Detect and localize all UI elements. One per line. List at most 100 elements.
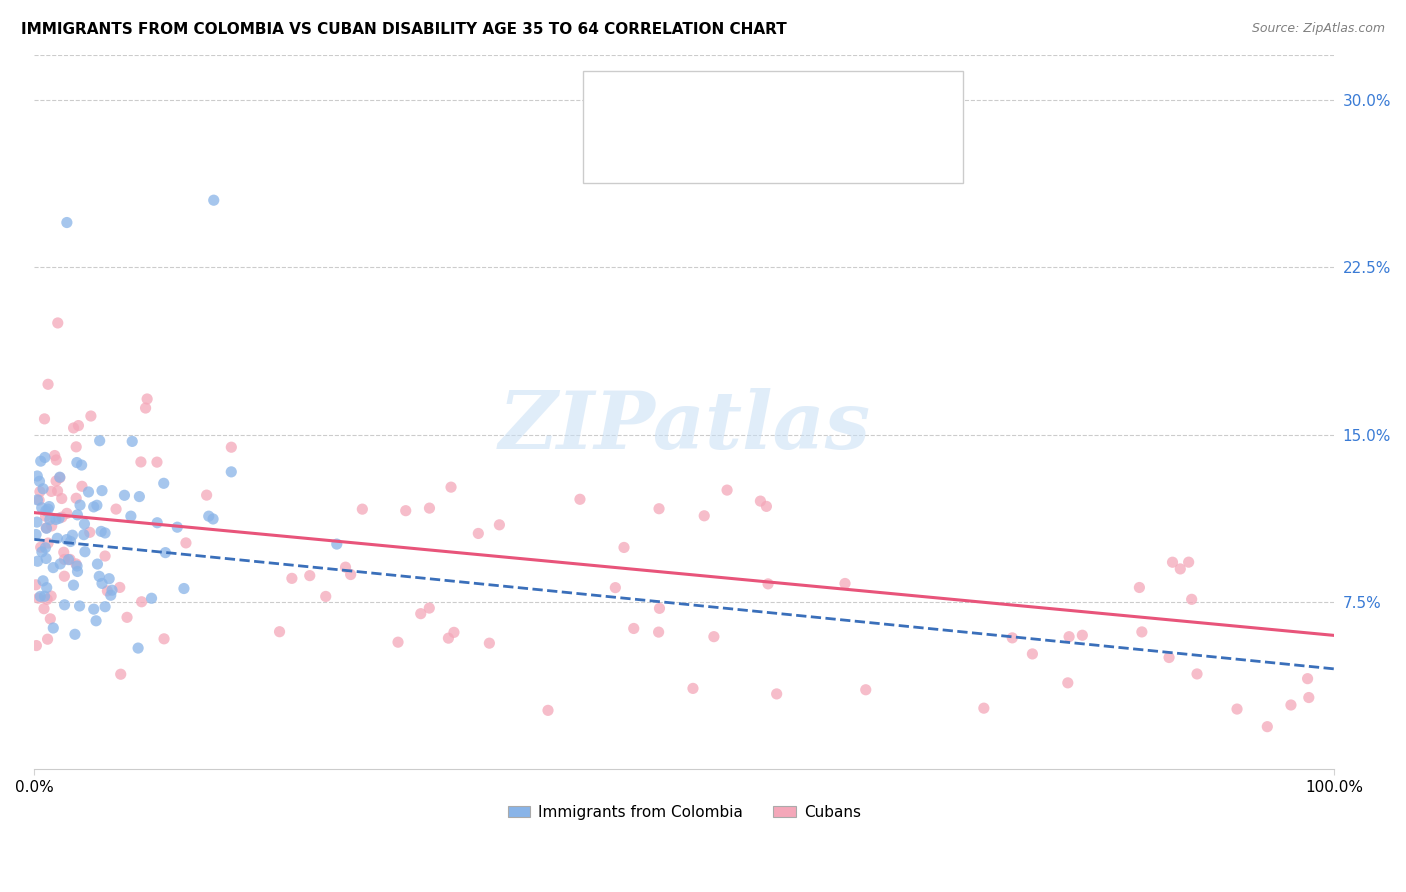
Point [221, 440, 243, 454]
Point [45, 453, 67, 467]
Point [765, 687, 787, 701]
Point [42, 621, 65, 635]
Point [59, 552, 82, 566]
Point [25, 527, 48, 541]
Point [682, 681, 704, 696]
Point [77, 485, 100, 500]
Text: R =: R = [648, 140, 685, 155]
Point [53, 552, 76, 566]
Point [219, 465, 242, 479]
Point [31, 500, 53, 515]
Point [1128, 581, 1150, 595]
Point [32, 482, 55, 496]
Point [605, 581, 627, 595]
Point [110, 667, 132, 681]
Point [202, 193, 225, 207]
Point [108, 581, 131, 595]
Point [32, 574, 55, 588]
Point [79, 525, 101, 540]
Point [70, 458, 93, 472]
Point [1161, 555, 1184, 569]
Legend: Immigrants from Colombia, Cubans: Immigrants from Colombia, Cubans [502, 798, 868, 826]
Point [136, 392, 159, 406]
Point [28, 475, 51, 489]
Point [37, 502, 59, 516]
Point [39, 484, 62, 499]
Point [648, 501, 671, 516]
Point [152, 476, 174, 491]
Point [66, 508, 89, 522]
Point [53, 598, 76, 612]
Point [749, 494, 772, 508]
Text: -0.311: -0.311 [703, 140, 758, 155]
Point [66, 456, 89, 470]
Point [298, 568, 321, 582]
Point [1001, 631, 1024, 645]
Point [141, 591, 163, 606]
Point [94, 549, 117, 563]
Text: R =: R = [648, 96, 685, 112]
Point [537, 703, 560, 717]
Point [86, 498, 108, 512]
Point [65, 557, 87, 571]
Point [315, 590, 337, 604]
Point [1057, 630, 1080, 644]
Point [38, 500, 60, 514]
Point [69, 498, 91, 512]
Point [49, 471, 72, 485]
Text: 108: 108 [849, 140, 880, 155]
Point [30, 540, 52, 554]
Point [66, 559, 89, 574]
Point [174, 536, 197, 550]
Point [129, 455, 152, 469]
Point [39, 612, 62, 626]
Point [86, 557, 108, 571]
Point [48, 511, 70, 525]
Point [352, 502, 374, 516]
Point [25, 639, 48, 653]
Point [38, 512, 60, 526]
Point [395, 504, 418, 518]
Point [80, 409, 103, 423]
Text: -0.103: -0.103 [703, 96, 758, 112]
Point [62, 528, 84, 542]
Point [1296, 672, 1319, 686]
Point [96, 583, 118, 598]
Point [73, 527, 96, 541]
Point [44, 449, 66, 463]
Point [339, 567, 361, 582]
Point [648, 601, 671, 615]
Point [62, 578, 84, 592]
Point [94, 525, 117, 540]
Point [94, 599, 117, 614]
Point [34, 589, 56, 603]
Point [1168, 562, 1191, 576]
Point [67, 418, 90, 433]
Point [418, 601, 440, 615]
Point [37, 536, 59, 550]
Point [27, 554, 49, 568]
Point [42, 560, 65, 574]
Point [1226, 702, 1249, 716]
Point [437, 631, 460, 645]
Text: N =: N = [799, 140, 834, 155]
Point [202, 512, 225, 526]
Point [973, 701, 995, 715]
Point [91, 576, 114, 591]
Point [647, 625, 669, 640]
Point [91, 483, 114, 498]
Point [128, 490, 150, 504]
Point [89, 434, 111, 448]
Point [30, 454, 52, 468]
Point [65, 491, 87, 506]
Point [53, 569, 76, 583]
Point [1298, 690, 1320, 705]
Point [65, 440, 87, 454]
Point [45, 512, 67, 526]
Text: 77: 77 [849, 96, 870, 112]
Point [443, 625, 465, 640]
Point [281, 571, 304, 585]
Point [131, 595, 153, 609]
Point [755, 500, 778, 514]
Point [409, 607, 432, 621]
